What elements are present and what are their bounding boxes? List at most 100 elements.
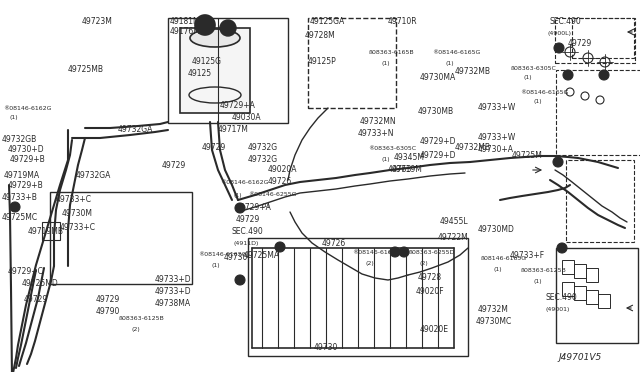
Text: 49730MC: 49730MC [476,317,512,327]
Text: B: B [394,250,397,254]
Bar [566,160,634,242]
Text: 49020A: 49020A [268,166,298,174]
Text: 49730: 49730 [314,343,339,353]
Text: (4900L): (4900L) [548,31,572,35]
Text: 49125: 49125 [188,70,212,78]
Text: 49719MA: 49719MA [4,170,40,180]
Text: ®08363-6305C: ®08363-6305C [368,145,416,151]
Text: 49730+A: 49730+A [478,145,514,154]
Text: (2): (2) [366,262,375,266]
Text: (1): (1) [234,193,243,199]
Text: 49733+B: 49733+B [2,193,38,202]
Text: 49722M: 49722M [438,234,468,243]
Text: 49729+A: 49729+A [236,203,272,212]
Circle shape [235,275,245,285]
Text: 49730M: 49730M [62,209,93,218]
Text: 49455L: 49455L [440,218,468,227]
Text: ®08146-6165G: ®08146-6165G [520,90,568,94]
Bar [562,260,574,274]
Text: 49729+A: 49729+A [220,102,256,110]
Text: (1): (1) [382,61,390,65]
Text: 49729: 49729 [568,38,592,48]
Bar [586,290,598,304]
Text: 49733+W: 49733+W [478,103,516,112]
Text: (1): (1) [534,279,543,285]
Text: 49730+D: 49730+D [8,145,45,154]
Text: S: S [566,73,570,77]
Text: 49733+W: 49733+W [478,134,516,142]
Text: 49729+B: 49729+B [10,155,45,164]
Text: 49763: 49763 [388,166,412,174]
Text: 49733+D: 49733+D [155,276,191,285]
Text: 49730-: 49730- [224,253,251,263]
Text: 49732GA: 49732GA [76,170,111,180]
Text: (1): (1) [494,267,502,273]
Circle shape [599,70,609,80]
Text: 49729+D: 49729+D [420,138,456,147]
Text: 49729: 49729 [162,160,186,170]
Text: (49001): (49001) [546,308,570,312]
Bar [42,222,60,240]
Text: 49729+B: 49729+B [8,180,44,189]
Circle shape [10,202,20,212]
Text: 49728M: 49728M [305,32,336,41]
Text: 49723M: 49723M [82,17,113,26]
Bar [562,282,574,296]
Text: 49125GA: 49125GA [310,17,345,26]
Text: 49726: 49726 [268,177,292,186]
Text: 49729: 49729 [236,215,260,224]
Text: 49732GA: 49732GA [118,125,154,135]
Text: (1): (1) [534,99,543,105]
Text: 49125G: 49125G [192,58,222,67]
Text: (1): (1) [446,61,454,65]
Text: 49719MB: 49719MB [28,228,64,237]
Text: 49725MD: 49725MD [22,279,59,289]
Text: 49030A: 49030A [232,113,262,122]
Text: 49733+C: 49733+C [60,224,96,232]
Text: 49732M: 49732M [478,305,509,314]
Text: 49733+N: 49733+N [358,129,394,138]
Text: 49729+C: 49729+C [8,267,44,276]
Text: S: S [403,250,406,254]
Text: 49733+D: 49733+D [155,288,191,296]
Text: 49730MA: 49730MA [420,74,456,83]
Bar [180,28,250,113]
Circle shape [220,20,236,36]
Text: SEC.490: SEC.490 [550,17,582,26]
Text: 49020F: 49020F [416,288,445,296]
Text: (1): (1) [10,115,19,121]
Text: (1): (1) [262,203,271,208]
Text: 49725MC: 49725MC [2,214,38,222]
Bar [556,248,638,343]
Text: (2): (2) [132,327,141,333]
Text: ®08146-6162G: ®08146-6162G [220,180,269,186]
Text: ®08146-6162G: ®08146-6162G [3,106,51,110]
Text: 49710R: 49710R [388,17,418,26]
Text: 49732MB: 49732MB [455,67,491,77]
Bar [555,18,635,63]
Circle shape [563,70,573,80]
Text: 49125P: 49125P [308,58,337,67]
Text: ®08146-6162G: ®08146-6162G [198,251,246,257]
Text: 49725MB: 49725MB [68,65,104,74]
Text: 49729+D: 49729+D [420,151,456,160]
Text: 49176M: 49176M [170,28,201,36]
Text: ®08146-6165G: ®08146-6165G [432,49,481,55]
Text: 49345M: 49345M [394,154,425,163]
Text: S: S [561,246,564,250]
Text: 49725MA: 49725MA [244,251,280,260]
Text: S: S [239,278,241,282]
Bar [248,238,468,356]
Text: 49732MN: 49732MN [360,118,397,126]
Text: B: B [278,244,282,250]
Text: 49719M: 49719M [392,166,423,174]
Text: ®08146-6162G: ®08146-6162G [352,250,401,254]
Text: 49732MB: 49732MB [455,144,491,153]
Bar [586,268,598,282]
Text: 49728: 49728 [418,273,442,282]
Circle shape [195,15,215,35]
Text: (1): (1) [382,157,390,163]
Text: 49738MA: 49738MA [155,299,191,308]
Text: 49729: 49729 [24,295,48,305]
Circle shape [554,43,564,53]
